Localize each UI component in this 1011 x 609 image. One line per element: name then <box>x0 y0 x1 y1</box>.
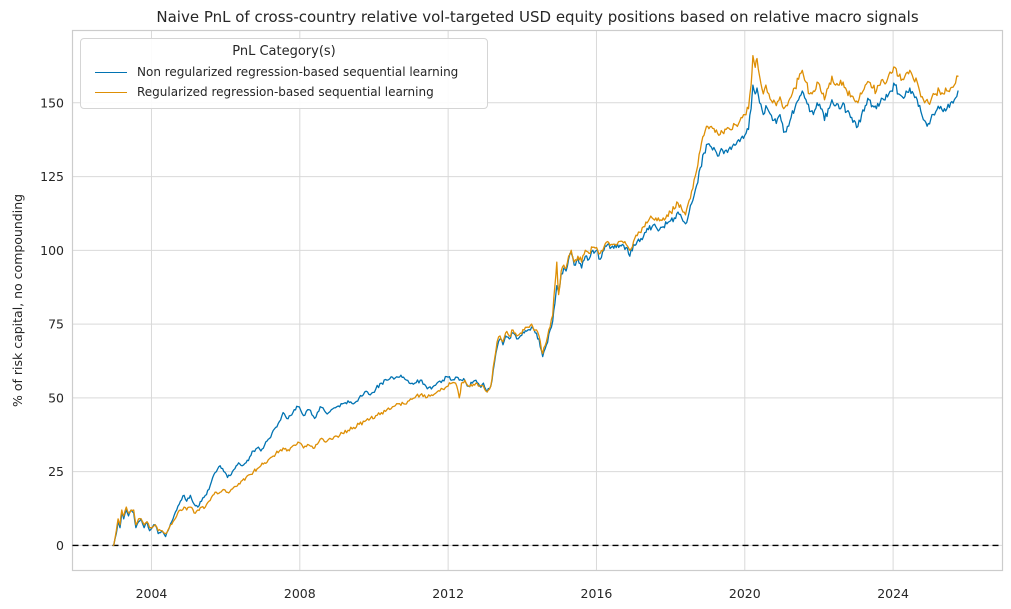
y-tick-label: 150 <box>40 95 64 110</box>
chart-title: Naive PnL of cross-country relative vol-… <box>156 8 919 26</box>
x-tick-label: 2012 <box>432 586 464 601</box>
y-tick-label: 75 <box>48 317 64 332</box>
plot-border <box>71 29 1004 572</box>
x-tick-label: 2024 <box>877 586 909 601</box>
y-tick-label: 50 <box>48 390 64 405</box>
x-tick-label: 2016 <box>581 586 613 601</box>
x-tick-label: 2020 <box>729 586 761 601</box>
y-tick-label: 0 <box>56 538 64 553</box>
series-line-regularized <box>113 54 959 547</box>
legend-label-regularized: Regularized regression-based sequential … <box>137 85 434 99</box>
legend-label-non-regularized: Non regularized regression-based sequent… <box>137 65 459 79</box>
y-tick-label: 100 <box>40 243 64 258</box>
x-tick-label: 2004 <box>136 586 168 601</box>
legend-item-non-regularized: Non regularized regression-based sequent… <box>89 62 479 82</box>
legend-item-regularized: Regularized regression-based sequential … <box>89 82 479 102</box>
y-tick-label: 125 <box>40 169 64 184</box>
legend-title: PnL Category(s) <box>232 44 336 59</box>
x-tick-label: 2008 <box>284 586 316 601</box>
legend-line-swatch-regularized <box>95 91 127 93</box>
legend-line-swatch-non-regularized <box>95 71 127 73</box>
y-tick-label: 25 <box>48 464 64 479</box>
legend: PnL Category(s) Non regularized regressi… <box>80 38 488 109</box>
series-line-non-regularized <box>113 82 959 547</box>
